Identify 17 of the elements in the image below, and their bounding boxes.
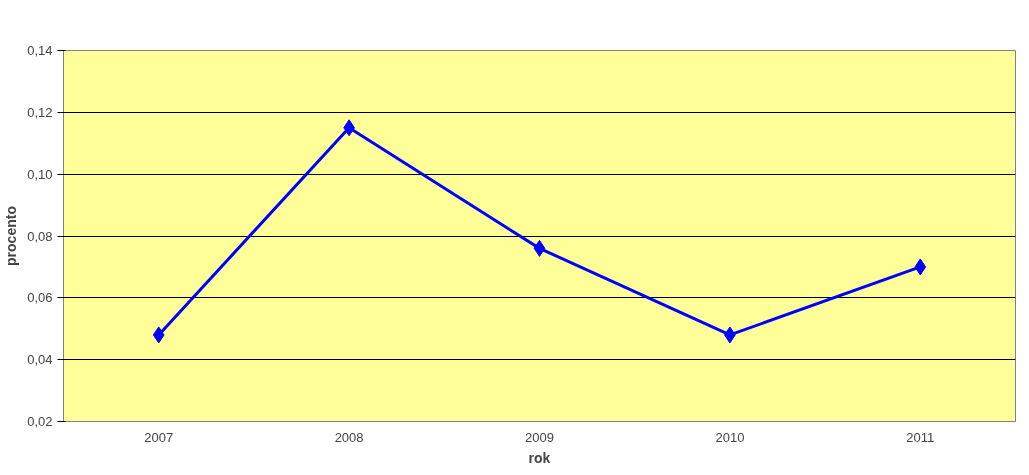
- point: [152, 326, 165, 344]
- y-tick-label: 0,10: [27, 166, 53, 182]
- x-axis-title: rok: [528, 449, 551, 466]
- y-tick-label: 0,12: [27, 104, 53, 120]
- y-tick-label: 0,06: [27, 290, 53, 306]
- y-axis-title: procento: [3, 206, 20, 266]
- x-tick-label: 2008: [334, 429, 364, 445]
- y-tick-label: 0,04: [27, 352, 53, 368]
- x-tick-label: 2009: [525, 429, 554, 445]
- y-tick-label: 0,02: [27, 414, 53, 429]
- x-tick-label: 2010: [715, 429, 745, 445]
- y-tick-label: 0,14: [27, 43, 53, 58]
- point: [533, 239, 546, 257]
- point: [914, 258, 927, 276]
- x-tick-label: 2007: [144, 429, 174, 445]
- x-tick-label: 2011: [906, 429, 935, 445]
- y-tick-label: 0,08: [27, 228, 53, 244]
